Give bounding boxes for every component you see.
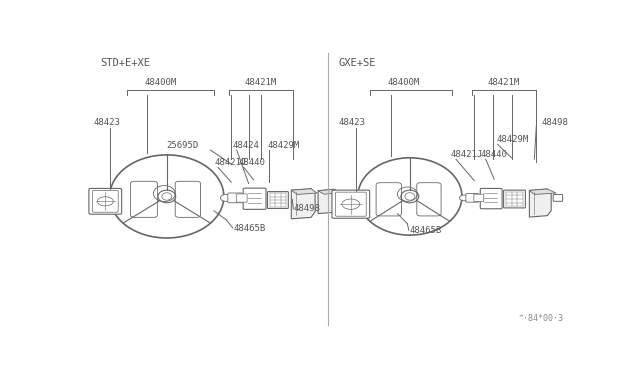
FancyBboxPatch shape: [466, 193, 479, 202]
FancyBboxPatch shape: [228, 193, 242, 203]
Text: GXE+SE: GXE+SE: [339, 58, 376, 68]
Text: 48424: 48424: [233, 141, 260, 150]
Text: 48440: 48440: [481, 150, 508, 159]
Text: ^·84*00·3: ^·84*00·3: [518, 314, 564, 323]
Text: 48429M: 48429M: [497, 135, 529, 144]
Circle shape: [220, 195, 232, 201]
FancyBboxPatch shape: [268, 192, 288, 208]
Text: 48423: 48423: [94, 118, 121, 128]
FancyBboxPatch shape: [335, 192, 366, 216]
Text: 48429M: 48429M: [268, 141, 300, 150]
FancyBboxPatch shape: [504, 190, 525, 208]
Polygon shape: [291, 189, 317, 195]
Text: 48400M: 48400M: [387, 78, 420, 87]
Polygon shape: [529, 189, 551, 217]
Text: 48440: 48440: [239, 158, 266, 167]
Text: 48465B: 48465B: [234, 224, 266, 233]
FancyBboxPatch shape: [480, 189, 502, 209]
Circle shape: [460, 195, 469, 201]
Text: 48465B: 48465B: [410, 226, 442, 235]
Text: 48400M: 48400M: [145, 78, 177, 87]
Text: 48421J: 48421J: [215, 158, 247, 167]
FancyBboxPatch shape: [553, 195, 563, 201]
Text: 48498: 48498: [293, 204, 320, 213]
FancyBboxPatch shape: [474, 194, 484, 202]
FancyBboxPatch shape: [92, 190, 118, 212]
Text: 25695D: 25695D: [167, 141, 199, 150]
Polygon shape: [291, 189, 315, 219]
FancyBboxPatch shape: [89, 189, 122, 214]
FancyBboxPatch shape: [236, 194, 247, 202]
Text: 48421M: 48421M: [488, 78, 520, 87]
Circle shape: [342, 199, 360, 209]
Text: 48421J: 48421J: [450, 150, 483, 159]
Text: 48421M: 48421M: [245, 78, 277, 87]
Circle shape: [97, 197, 113, 206]
FancyBboxPatch shape: [243, 188, 266, 209]
Polygon shape: [318, 189, 337, 214]
Polygon shape: [318, 189, 341, 194]
Text: 48498: 48498: [541, 118, 568, 127]
Text: STD+E+XE: STD+E+XE: [100, 58, 150, 68]
Polygon shape: [529, 189, 556, 195]
Text: 48423: 48423: [339, 118, 366, 128]
FancyBboxPatch shape: [332, 190, 370, 218]
